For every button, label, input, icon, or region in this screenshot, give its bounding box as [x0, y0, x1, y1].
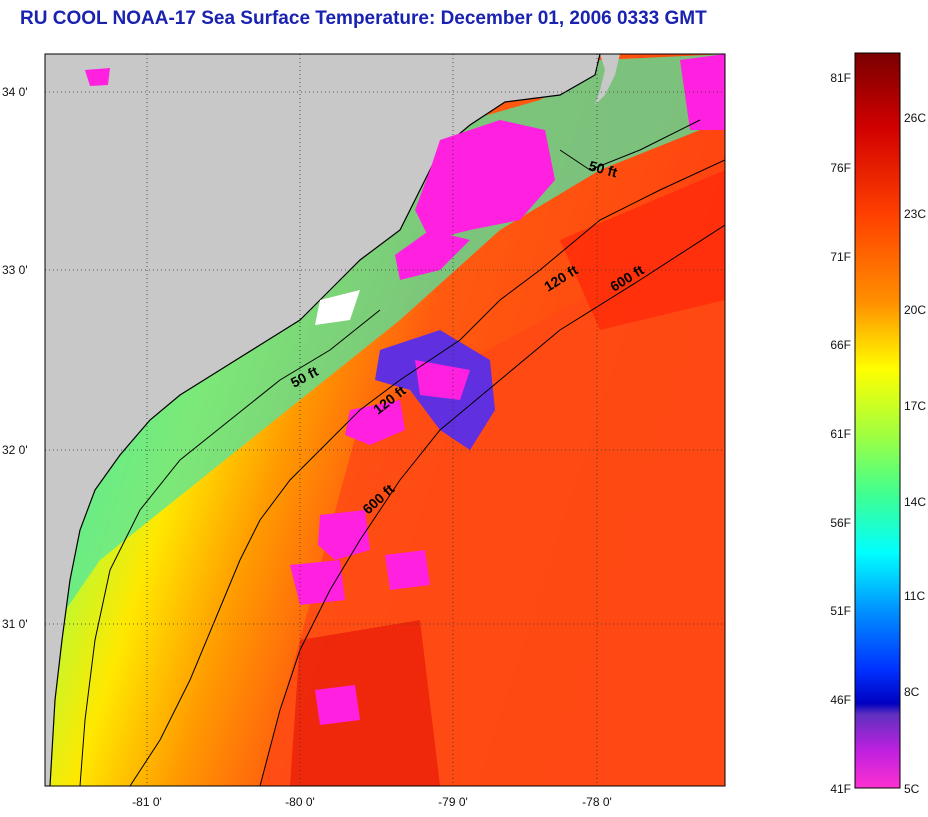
colorbar-c-label: 8C [904, 685, 920, 699]
longitude-label: -81 0' [132, 795, 162, 809]
latitude-label: 31 0' [2, 617, 28, 631]
colorbar-f-label: 61F [830, 427, 851, 441]
cloud-patch [415, 360, 470, 400]
colorbar-f-label: 41F [830, 782, 851, 796]
colorbar-c-label: 11C [904, 589, 925, 603]
lat-lon-grid [45, 54, 725, 786]
contour-label: 50 ft [587, 157, 619, 180]
colorbar-c-label: 26C [904, 111, 926, 125]
colorbar-celsius-labels: 26C 23C 20C 17C 14C 11C 8C 5C [904, 111, 926, 796]
cloud-patch-white [315, 290, 360, 325]
contour-50ft [79, 309, 381, 786]
page-title: RU COOL NOAA-17 Sea Surface Temperature:… [20, 8, 707, 29]
cloud-patch [345, 400, 405, 445]
colorbar-c-label: 17C [904, 399, 926, 413]
warmest-water-region [560, 170, 725, 330]
latitude-label: 34 0' [2, 85, 28, 99]
land-mass [45, 54, 600, 786]
cloud-patch [395, 230, 470, 280]
colorbar-f-label: 81F [830, 71, 851, 85]
contour-120ft [129, 159, 725, 786]
colorbar-fahrenheit-labels: 81F 76F 71F 66F 61F 56F 51F 46F 41F [830, 71, 851, 796]
latitude-label: 33 0' [2, 263, 28, 277]
cloud-patch [385, 550, 430, 590]
cloud-patch [290, 560, 345, 605]
map-panel [45, 54, 725, 786]
colorbar-f-label: 46F [830, 693, 851, 707]
colorbar-f-label: 76F [830, 161, 851, 175]
map-frame [44, 53, 726, 787]
colorbar-c-label: 20C [904, 303, 926, 317]
cloud-patch [318, 510, 370, 560]
colorbar-c-label: 14C [904, 495, 926, 509]
latitude-label: 32 0' [2, 443, 28, 457]
colorbar [854, 52, 901, 789]
longitude-label: -78 0' [582, 795, 612, 809]
cloud-patch [85, 68, 110, 86]
cloud-patch [415, 120, 555, 240]
contour-50ft [559, 119, 701, 171]
warm-water-patch [290, 620, 440, 786]
colorbar-c-label: 23C [904, 207, 926, 221]
cloud-patch [680, 54, 725, 130]
colorbar-f-label: 56F [830, 516, 851, 530]
colorbar-c-label: 5C [904, 782, 920, 796]
cloud-patch [315, 685, 360, 725]
longitude-label: -80 0' [285, 795, 315, 809]
coastline [49, 54, 601, 786]
colorbar-f-label: 51F [830, 604, 851, 618]
colorbar-f-label: 66F [830, 338, 851, 352]
colorbar-f-label: 71F [830, 250, 851, 264]
longitude-label: -79 0' [438, 795, 468, 809]
contour-600ft [259, 224, 725, 786]
